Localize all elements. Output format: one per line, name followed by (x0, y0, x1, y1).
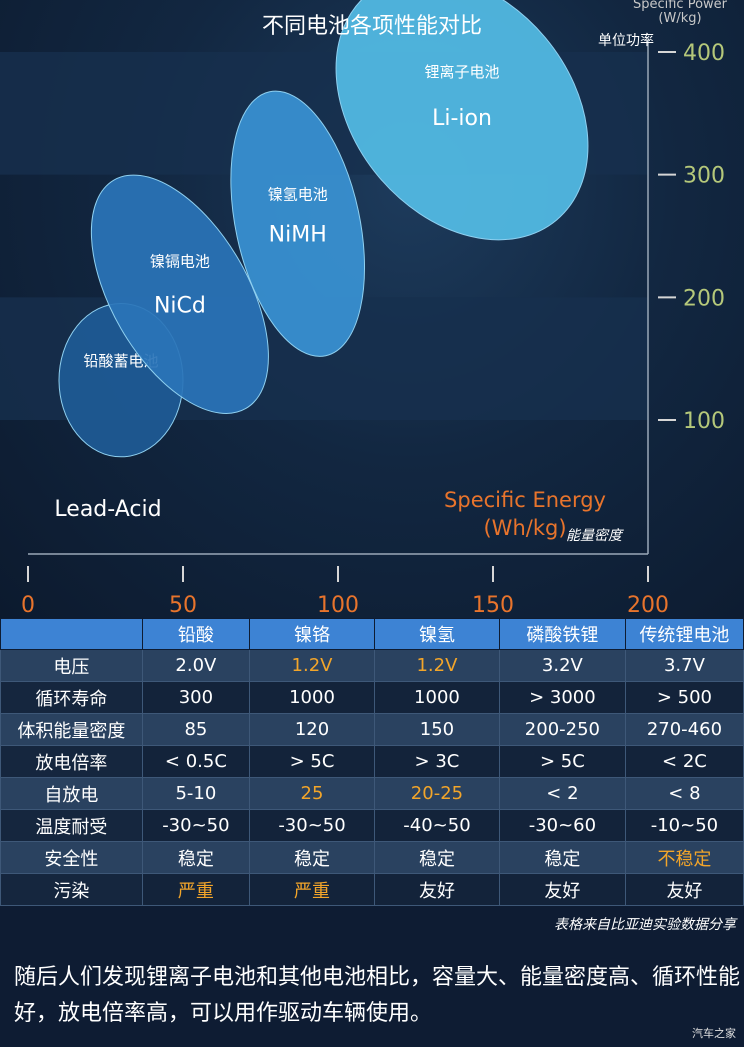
table-cell: < 2C (624, 745, 744, 778)
x-axis-label-en-line1: Specific Energy (444, 488, 606, 512)
table-cell: 友好 (498, 873, 626, 906)
table-cell: < 2 (498, 777, 626, 810)
table-body: 电压 2.0V 1.2V 1.2V 3.2V 3.7V 循环寿命 300 1000 1000 > 3… (0, 649, 744, 906)
label-en-liion: Li-ion (432, 106, 492, 131)
table-row: 体积能量密度 85 120 150 200-250 270-460 (0, 713, 744, 746)
table-header-cell: 传统锂电池 (624, 618, 744, 650)
y-tick-label-400: 400 (683, 41, 725, 66)
table-cell: 300 (141, 681, 251, 714)
table-cell: 严重 (249, 873, 375, 906)
table-row: 安全性 稳定 稳定 稳定 稳定 不稳定 (0, 841, 744, 874)
x-tick-label-200: 200 (627, 593, 669, 618)
table-row: 电压 2.0V 1.2V 1.2V 3.2V 3.7V (0, 649, 744, 682)
x-tick-label-0: 0 (21, 593, 35, 618)
y-axis-label-en-line2: (W/kg) (658, 11, 702, 26)
table-cell: > 3C (373, 745, 500, 778)
table-cell: -30~50 (249, 809, 375, 842)
table-cell: 200-250 (498, 713, 626, 746)
y-tick-label-200: 200 (683, 286, 725, 311)
y-tick-label-100: 100 (683, 409, 725, 434)
table-cell: 1.2V (373, 649, 500, 682)
ellipse-liion (335, 0, 589, 241)
table-row-label: 体积能量密度 (0, 713, 143, 746)
table-row: 循环寿命 300 1000 1000 > 3000 > 500 (0, 681, 744, 714)
table-cell: 稳定 (373, 841, 500, 874)
table-header-row: 铅酸 镍铬 镍氢 磷酸铁锂 传统锂电池 (0, 618, 744, 650)
caption-text: 随后人们发现锂离子电池和其他电池相比，容量大、能量密度高、循环性能好，放电倍率高… (14, 965, 741, 1026)
table-cell: -10~50 (624, 809, 744, 842)
table-cell: -30~50 (141, 809, 251, 842)
x-tick-label-50: 50 (169, 593, 197, 618)
table-cell: 1000 (373, 681, 500, 714)
table-cell: 2.0V (141, 649, 251, 682)
table-row: 放电倍率 < 0.5C > 5C > 3C > 5C < 2C (0, 745, 744, 778)
table-cell: 25 (249, 777, 375, 810)
x-axis-label-cn: 能量密度 (566, 528, 622, 544)
table-cell: 3.7V (624, 649, 744, 682)
table-header-corner (0, 618, 143, 650)
table-cell: 5-10 (141, 777, 251, 810)
table-cell: 友好 (373, 873, 500, 906)
table-cell: 严重 (141, 873, 251, 906)
table-cell: < 0.5C (141, 745, 251, 778)
table-row-label: 温度耐受 (0, 809, 143, 842)
table-cell: > 3000 (498, 681, 626, 714)
x-tick-label-100: 100 (317, 593, 359, 618)
y-tick-label-300: 300 (683, 164, 725, 189)
chart-title: 不同电池各项性能对比 (261, 14, 482, 39)
table-cell: 85 (141, 713, 251, 746)
table-cell: < 8 (624, 777, 744, 810)
table-cell: > 500 (624, 681, 744, 714)
y-axis-label-en: Specific Power (W/kg) (616, 0, 744, 26)
label-cn-nimh: 镍氢电池 (268, 186, 328, 204)
label-cn-liion: 锂离子电池 (424, 63, 499, 81)
table-cell: 1000 (249, 681, 375, 714)
table-row: 自放电 5-10 25 20-25 < 2 < 8 (0, 777, 744, 810)
table-cell: 稳定 (141, 841, 251, 874)
table-cell: 1.2V (249, 649, 375, 682)
table-row-label: 安全性 (0, 841, 143, 874)
table-cell: -30~60 (498, 809, 626, 842)
table-header-cell: 磷酸铁锂 (498, 618, 626, 650)
y-axis-label-en-line1: Specific Power (632, 0, 728, 12)
table-cell: > 5C (498, 745, 626, 778)
table-cell: 150 (373, 713, 500, 746)
table-row: 温度耐受 -30~50 -30~50 -40~50 -30~60 -10~50 (0, 809, 744, 842)
table-cell: 稳定 (249, 841, 375, 874)
x-tick-label-150: 150 (472, 593, 514, 618)
y-axis-label-cn: 单位功率 (598, 33, 654, 49)
x-axis-label-en-line2: (Wh/kg) (483, 516, 567, 540)
table-cell: 友好 (624, 873, 744, 906)
chart-area: 100 200 300 400 0 50 100 150 200 铅酸蓄电池 Lead-Acid 镍镉… (0, 0, 744, 618)
table-row: 污染 严重 严重 友好 友好 友好 (0, 873, 744, 906)
table-cell: 270-460 (624, 713, 744, 746)
x-axis-label-en: Specific Energy (Wh/kg) (430, 486, 620, 542)
table-header-cell: 镍铬 (249, 618, 375, 650)
table-row-label: 循环寿命 (0, 681, 143, 714)
label-en-nimh: NiMH (269, 223, 327, 248)
table-header-cell: 镍氢 (373, 618, 500, 650)
comparison-table: 铅酸 镍铬 镍氢 磷酸铁锂 传统锂电池 电压 2.0V 1.2V 1.2V 3.2V 3.7V 循环… (0, 618, 744, 906)
label-en-nicd: NiCd (154, 293, 206, 318)
table-row-label: 电压 (0, 649, 143, 682)
label-en-leadacid: Lead-Acid (54, 497, 161, 522)
watermark: 汽车之家 (692, 1027, 736, 1040)
ellipse-nicd (90, 174, 269, 414)
table-row-label: 自放电 (0, 777, 143, 810)
ellipse-nimh (230, 90, 366, 357)
table-cell: 不稳定 (624, 841, 744, 874)
table-cell: 20-25 (373, 777, 500, 810)
table-row-label: 放电倍率 (0, 745, 143, 778)
label-cn-nicd: 镍镉电池 (150, 252, 210, 270)
table-cell: 稳定 (498, 841, 626, 874)
table-row-label: 污染 (0, 873, 143, 906)
table-header-cell: 铅酸 (141, 618, 251, 650)
table-cell: 120 (249, 713, 375, 746)
table-cell: 3.2V (498, 649, 626, 682)
source-note: 表格来自比亚迪实验数据分享 (554, 917, 736, 933)
table-cell: > 5C (249, 745, 375, 778)
table-cell: -40~50 (373, 809, 500, 842)
